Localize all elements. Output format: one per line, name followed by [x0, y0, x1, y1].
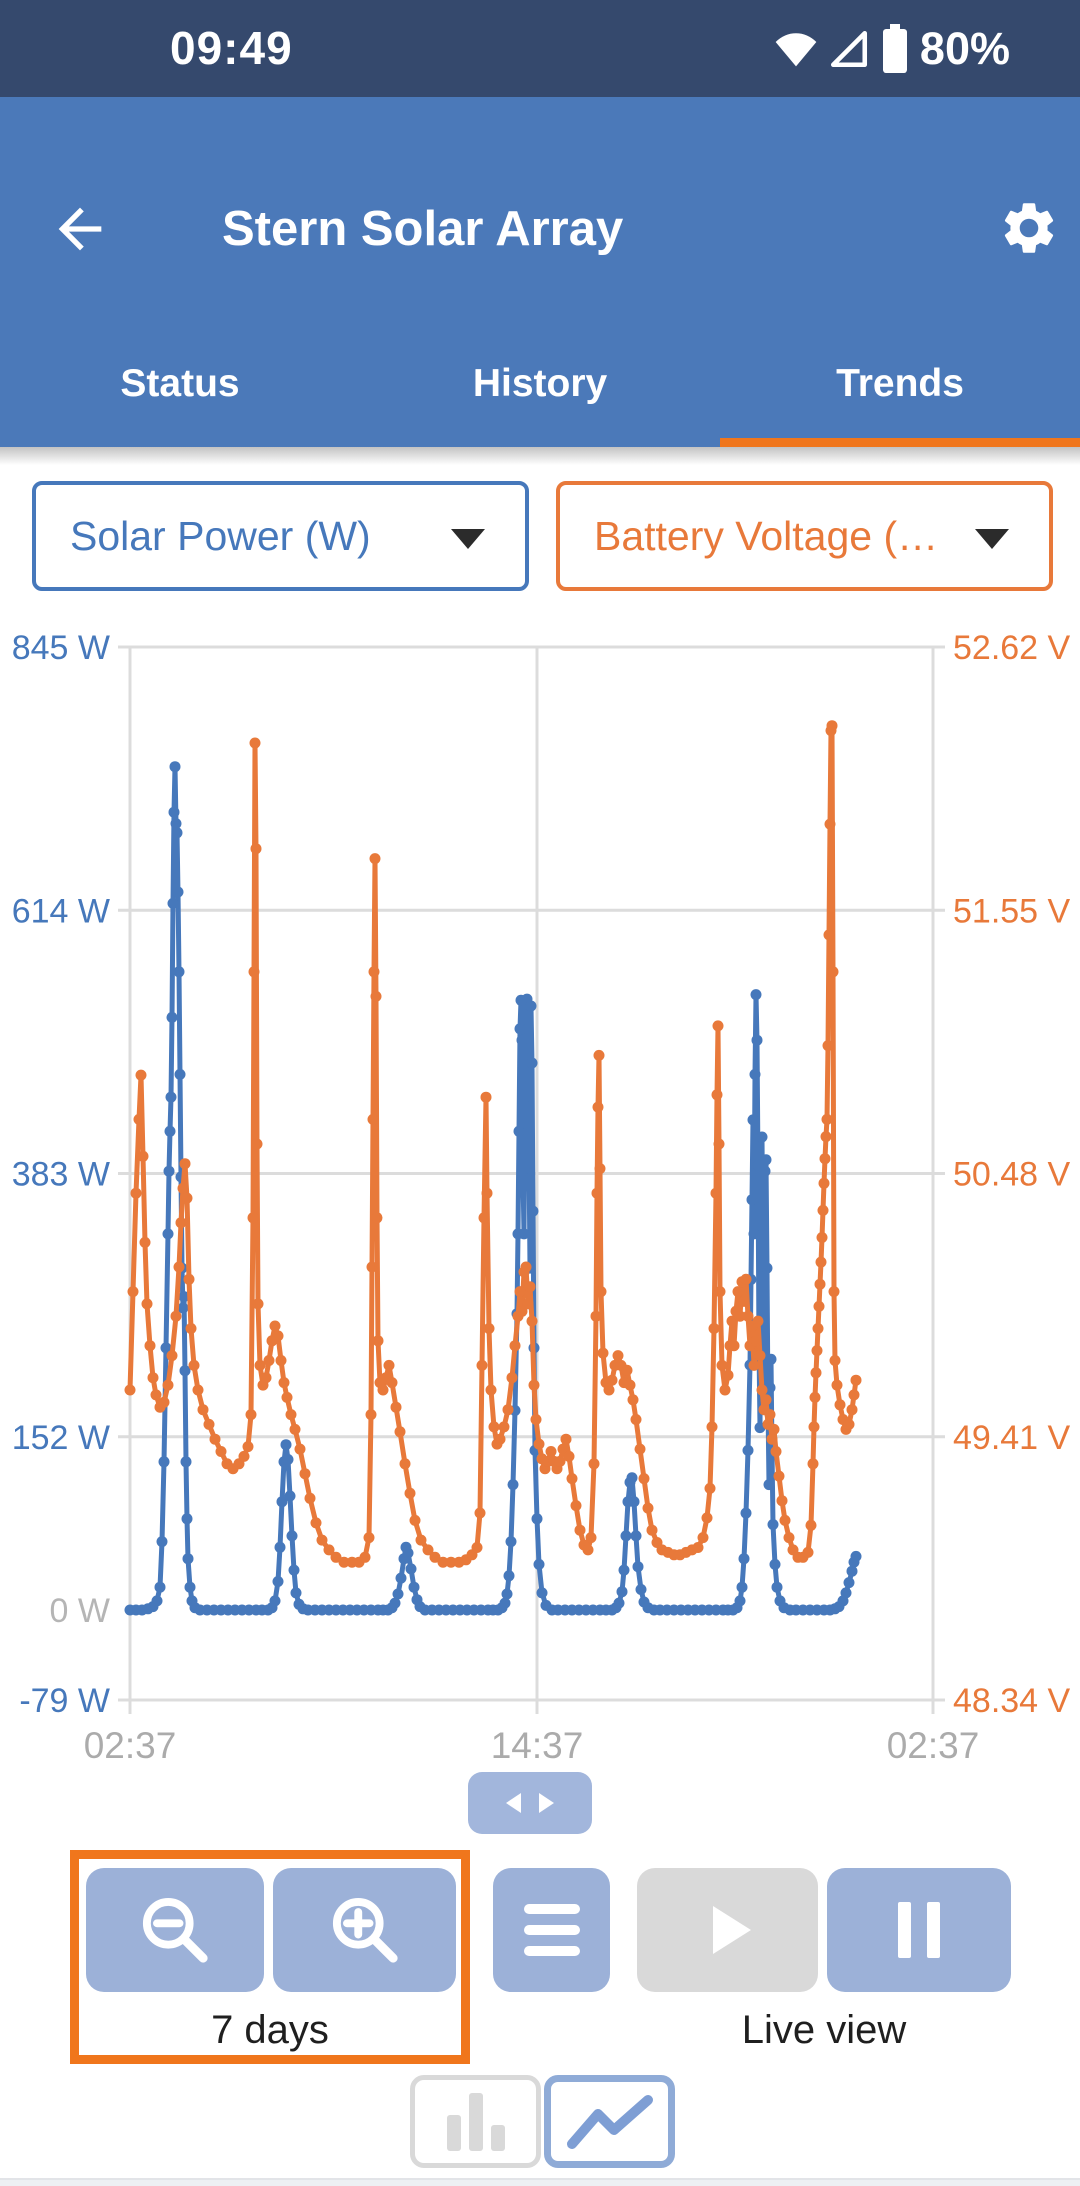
- svg-text:-79 W: -79 W: [19, 1682, 110, 1720]
- right-series-dropdown[interactable]: Battery Voltage (…: [556, 481, 1053, 591]
- status-icons: 80%: [774, 0, 1010, 97]
- pan-handle[interactable]: [468, 1772, 592, 1834]
- play-icon: [712, 1906, 751, 1954]
- right-series-label: Battery Voltage (…: [594, 513, 939, 559]
- chart-menu-button[interactable]: [493, 1868, 610, 1992]
- tab-trends[interactable]: Trends: [836, 362, 964, 405]
- svg-text:49.41 V: 49.41 V: [953, 1419, 1071, 1457]
- play-button[interactable]: [637, 1868, 818, 1992]
- menu-icon: [523, 1904, 580, 1956]
- bar-chart-toggle-button[interactable]: [410, 2075, 541, 2168]
- bottom-divider: [0, 2178, 1080, 2186]
- active-tab-indicator: [720, 438, 1080, 447]
- back-arrow-icon[interactable]: [48, 197, 112, 261]
- left-series-label: Solar Power (W): [70, 513, 371, 559]
- chevron-left-icon: [506, 1793, 521, 1813]
- page-title: Stern Solar Array: [222, 202, 624, 256]
- chevron-right-icon: [539, 1793, 554, 1813]
- chevron-down-icon: [451, 529, 485, 549]
- svg-text:845 W: 845 W: [12, 629, 110, 667]
- zoom-controls-highlight: [70, 1850, 470, 2064]
- zoom-range-label: 7 days: [211, 2008, 329, 2052]
- gear-icon[interactable]: [998, 197, 1060, 259]
- left-series-dropdown[interactable]: Solar Power (W): [32, 481, 529, 591]
- pause-button[interactable]: [827, 1868, 1011, 1992]
- live-view-label: Live view: [741, 2008, 907, 2052]
- tab-bar: Status History Trends: [0, 329, 1080, 439]
- zoom-out-button[interactable]: [86, 1868, 264, 1992]
- status-time: 09:49: [170, 22, 293, 74]
- svg-text:0 W: 0 W: [50, 1592, 110, 1630]
- bar-chart-icon: [446, 2092, 505, 2151]
- trend-chart: 845 W 614 W 383 W 152 W -79 W 0 W 52.62 V 51.55…: [12, 629, 1071, 1766]
- line-chart-toggle-button[interactable]: [544, 2075, 675, 2168]
- cellular-signal-icon: [830, 30, 867, 67]
- battery-icon: [882, 23, 907, 73]
- svg-text:152 W: 152 W: [12, 1419, 110, 1457]
- wifi-icon: [775, 32, 817, 66]
- svg-text:51.55 V: 51.55 V: [953, 892, 1071, 930]
- header-shadow: [0, 447, 1080, 465]
- chevron-down-icon: [975, 529, 1009, 549]
- svg-text:50.48 V: 50.48 V: [953, 1156, 1071, 1194]
- pause-icon: [898, 1902, 940, 1958]
- zoom-in-icon: [332, 1897, 398, 1963]
- svg-text:02:37: 02:37: [887, 1725, 980, 1766]
- line-chart-icon: [566, 2094, 653, 2149]
- svg-text:14:37: 14:37: [491, 1725, 584, 1766]
- tab-history[interactable]: History: [472, 362, 608, 405]
- zoom-out-icon: [142, 1897, 208, 1963]
- status-bar: 09:49 80%: [0, 0, 1080, 97]
- zoom-in-button[interactable]: [273, 1868, 456, 1992]
- svg-text:48.34 V: 48.34 V: [953, 1682, 1071, 1720]
- svg-text:02:37: 02:37: [84, 1725, 177, 1766]
- battery-percentage: 80%: [919, 22, 1010, 74]
- app-bar: Stern Solar Array Status History Trends: [0, 97, 1080, 447]
- svg-text:52.62 V: 52.62 V: [953, 629, 1071, 667]
- svg-text:614 W: 614 W: [12, 892, 110, 930]
- svg-text:383 W: 383 W: [12, 1156, 110, 1194]
- tab-status[interactable]: Status: [120, 362, 240, 405]
- chart-plot-area[interactable]: [130, 647, 933, 1700]
